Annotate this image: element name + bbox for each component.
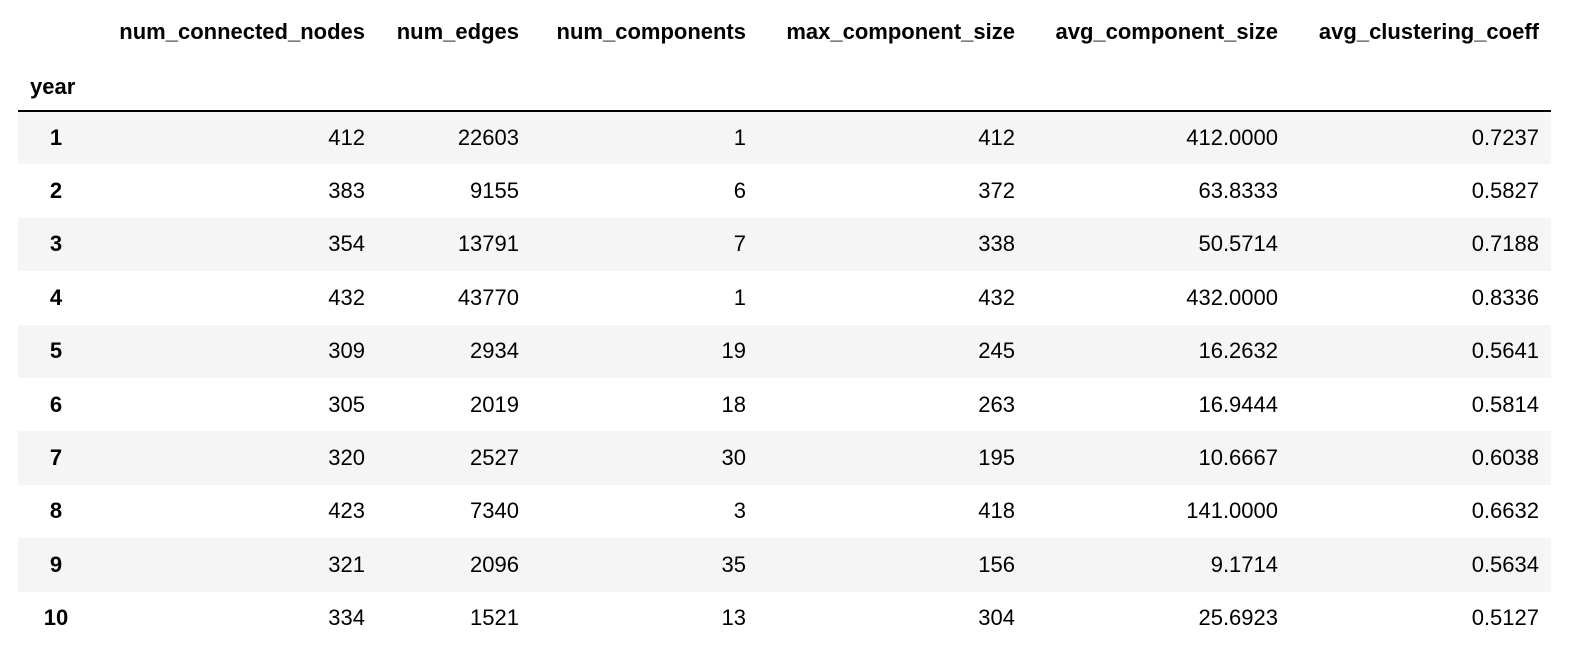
column-header: num_components <box>556 19 746 44</box>
table-row: 6 305 2019 18 263 16.9444 0.5814 <box>18 378 1551 431</box>
table-cell: 321 <box>328 551 365 577</box>
row-index: 10 <box>43 605 69 631</box>
row-index: 1 <box>49 125 63 151</box>
table-cell: 0.6038 <box>1471 445 1539 471</box>
table-row: 1 412 22603 1 412 412.0000 0.7237 <box>18 111 1551 165</box>
table-cell: 412 <box>978 125 1015 151</box>
column-header: avg_component_size <box>1055 19 1278 44</box>
table-row: 3 354 13791 7 338 50.5714 0.7188 <box>18 217 1551 272</box>
table-cell: 2096 <box>470 551 519 577</box>
row-index: 9 <box>49 551 63 577</box>
column-header-row: num_connected_nodes num_edges num_compon… <box>18 0 1551 64</box>
index-name: year <box>18 64 94 112</box>
table-cell: 304 <box>978 605 1015 631</box>
table-cell: 43770 <box>457 284 519 310</box>
table-cell: 0.5827 <box>1471 178 1539 204</box>
table-row: 4 432 43770 1 432 432.0000 0.8336 <box>18 271 1551 324</box>
table-cell: 16.2632 <box>1198 338 1278 364</box>
table-cell: 334 <box>328 605 365 631</box>
table-cell: 2527 <box>470 445 519 471</box>
table-cell: 50.5714 <box>1198 231 1278 257</box>
row-index: 6 <box>49 391 63 417</box>
table-row: 8 423 7340 3 418 141.0000 0.6632 <box>18 485 1551 538</box>
table-row: 9 321 2096 35 156 9.1714 0.5634 <box>18 538 1551 592</box>
table-cell: 63.8333 <box>1198 178 1278 204</box>
table-cell: 7 <box>733 231 746 257</box>
column-header: avg_clustering_coeff <box>1318 19 1539 44</box>
index-header-row: year <box>18 64 1551 112</box>
row-index: 2 <box>49 178 63 204</box>
column-header: max_component_size <box>786 19 1015 44</box>
table-cell: 25.6923 <box>1198 605 1278 631</box>
table-cell: 7340 <box>470 498 519 524</box>
corner-header-cell <box>18 0 94 64</box>
row-index: 8 <box>49 498 63 524</box>
table-cell: 0.7188 <box>1471 231 1539 257</box>
table-cell: 412.0000 <box>1186 125 1278 151</box>
table-body: 1 412 22603 1 412 412.0000 0.7237 2 383 9155 6 372 6… <box>18 111 1551 645</box>
table-cell: 0.8336 <box>1471 284 1539 310</box>
table-cell: 423 <box>328 498 365 524</box>
table-cell: 432 <box>978 284 1015 310</box>
table-cell: 245 <box>978 338 1015 364</box>
table-cell: 13 <box>721 605 746 631</box>
table-cell: 383 <box>328 178 365 204</box>
table-cell: 0.5814 <box>1471 391 1539 417</box>
row-index: 3 <box>49 231 63 257</box>
table-cell: 354 <box>328 231 365 257</box>
table-cell: 18 <box>721 391 746 417</box>
table-cell: 30 <box>721 445 746 471</box>
table-row: 10 334 1521 13 304 25.6923 0.5127 <box>18 592 1551 645</box>
table-header: num_connected_nodes num_edges num_compon… <box>18 0 1551 112</box>
table-cell: 22603 <box>457 125 519 151</box>
row-index: 7 <box>49 445 63 471</box>
table-cell: 6 <box>733 178 746 204</box>
table-cell: 16.9444 <box>1198 391 1278 417</box>
table-cell: 2019 <box>470 391 519 417</box>
table-cell: 19 <box>721 338 746 364</box>
table-cell: 412 <box>328 125 365 151</box>
table-row: 2 383 9155 6 372 63.8333 0.5827 <box>18 164 1551 217</box>
table-cell: 10.6667 <box>1198 445 1278 471</box>
table-row: 7 320 2527 30 195 10.6667 0.6038 <box>18 431 1551 485</box>
dataframe-container: num_connected_nodes num_edges num_compon… <box>18 0 1551 645</box>
table-cell: 263 <box>978 391 1015 417</box>
table-cell: 9155 <box>470 178 519 204</box>
table-cell: 141.0000 <box>1186 498 1278 524</box>
table-cell: 372 <box>978 178 1015 204</box>
table-cell: 1 <box>733 125 746 151</box>
column-header: num_connected_nodes <box>119 19 365 44</box>
table-cell: 320 <box>328 445 365 471</box>
table-cell: 3 <box>733 498 746 524</box>
column-header: num_edges <box>396 19 519 44</box>
table-cell: 0.6632 <box>1471 498 1539 524</box>
table-cell: 432.0000 <box>1186 284 1278 310</box>
table-cell: 1 <box>733 284 746 310</box>
table-cell: 0.5634 <box>1471 551 1539 577</box>
table-cell: 9.1714 <box>1210 551 1278 577</box>
table-cell: 432 <box>328 284 365 310</box>
table-cell: 35 <box>721 551 746 577</box>
table-cell: 195 <box>978 445 1015 471</box>
row-index: 5 <box>49 338 63 364</box>
dataframe-table: num_connected_nodes num_edges num_compon… <box>18 0 1551 645</box>
table-cell: 156 <box>978 551 1015 577</box>
table-row: 5 309 2934 19 245 16.2632 0.5641 <box>18 324 1551 378</box>
row-index: 4 <box>49 284 63 310</box>
table-cell: 418 <box>978 498 1015 524</box>
table-cell: 0.5641 <box>1471 338 1539 364</box>
table-cell: 1521 <box>470 605 519 631</box>
table-cell: 305 <box>328 391 365 417</box>
table-cell: 0.5127 <box>1471 605 1539 631</box>
table-cell: 0.7237 <box>1471 125 1539 151</box>
table-cell: 13791 <box>457 231 519 257</box>
table-cell: 2934 <box>470 338 519 364</box>
table-cell: 309 <box>328 338 365 364</box>
table-cell: 338 <box>978 231 1015 257</box>
